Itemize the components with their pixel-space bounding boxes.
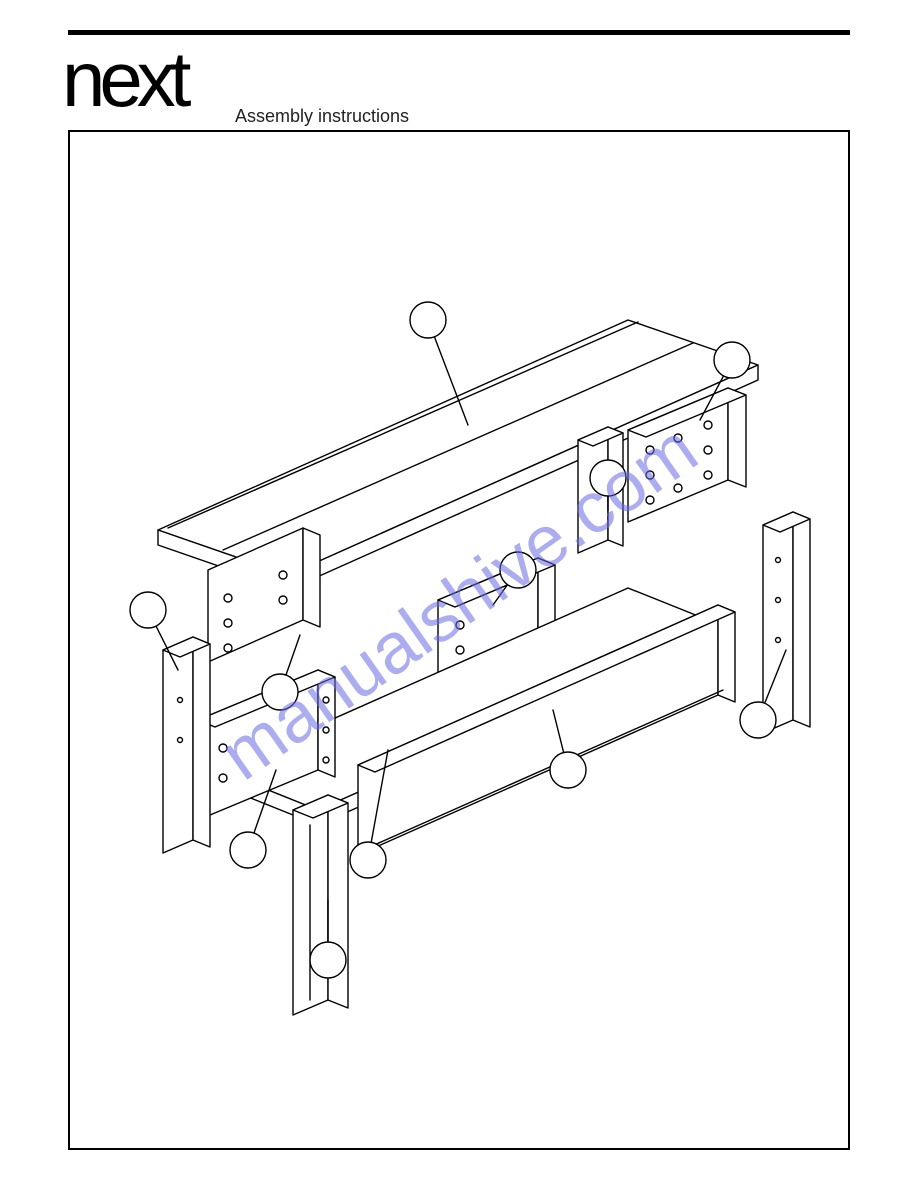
- part-leg-front: [293, 795, 348, 1015]
- brand-logo: next: [62, 40, 185, 118]
- page: next Assembly instructions: [0, 0, 918, 1188]
- exploded-diagram: [68, 130, 850, 1150]
- top-rule: [68, 30, 850, 35]
- part-leg-far-right: [763, 512, 810, 733]
- part-leg-far-left: [163, 637, 210, 853]
- page-subtitle: Assembly instructions: [235, 106, 409, 127]
